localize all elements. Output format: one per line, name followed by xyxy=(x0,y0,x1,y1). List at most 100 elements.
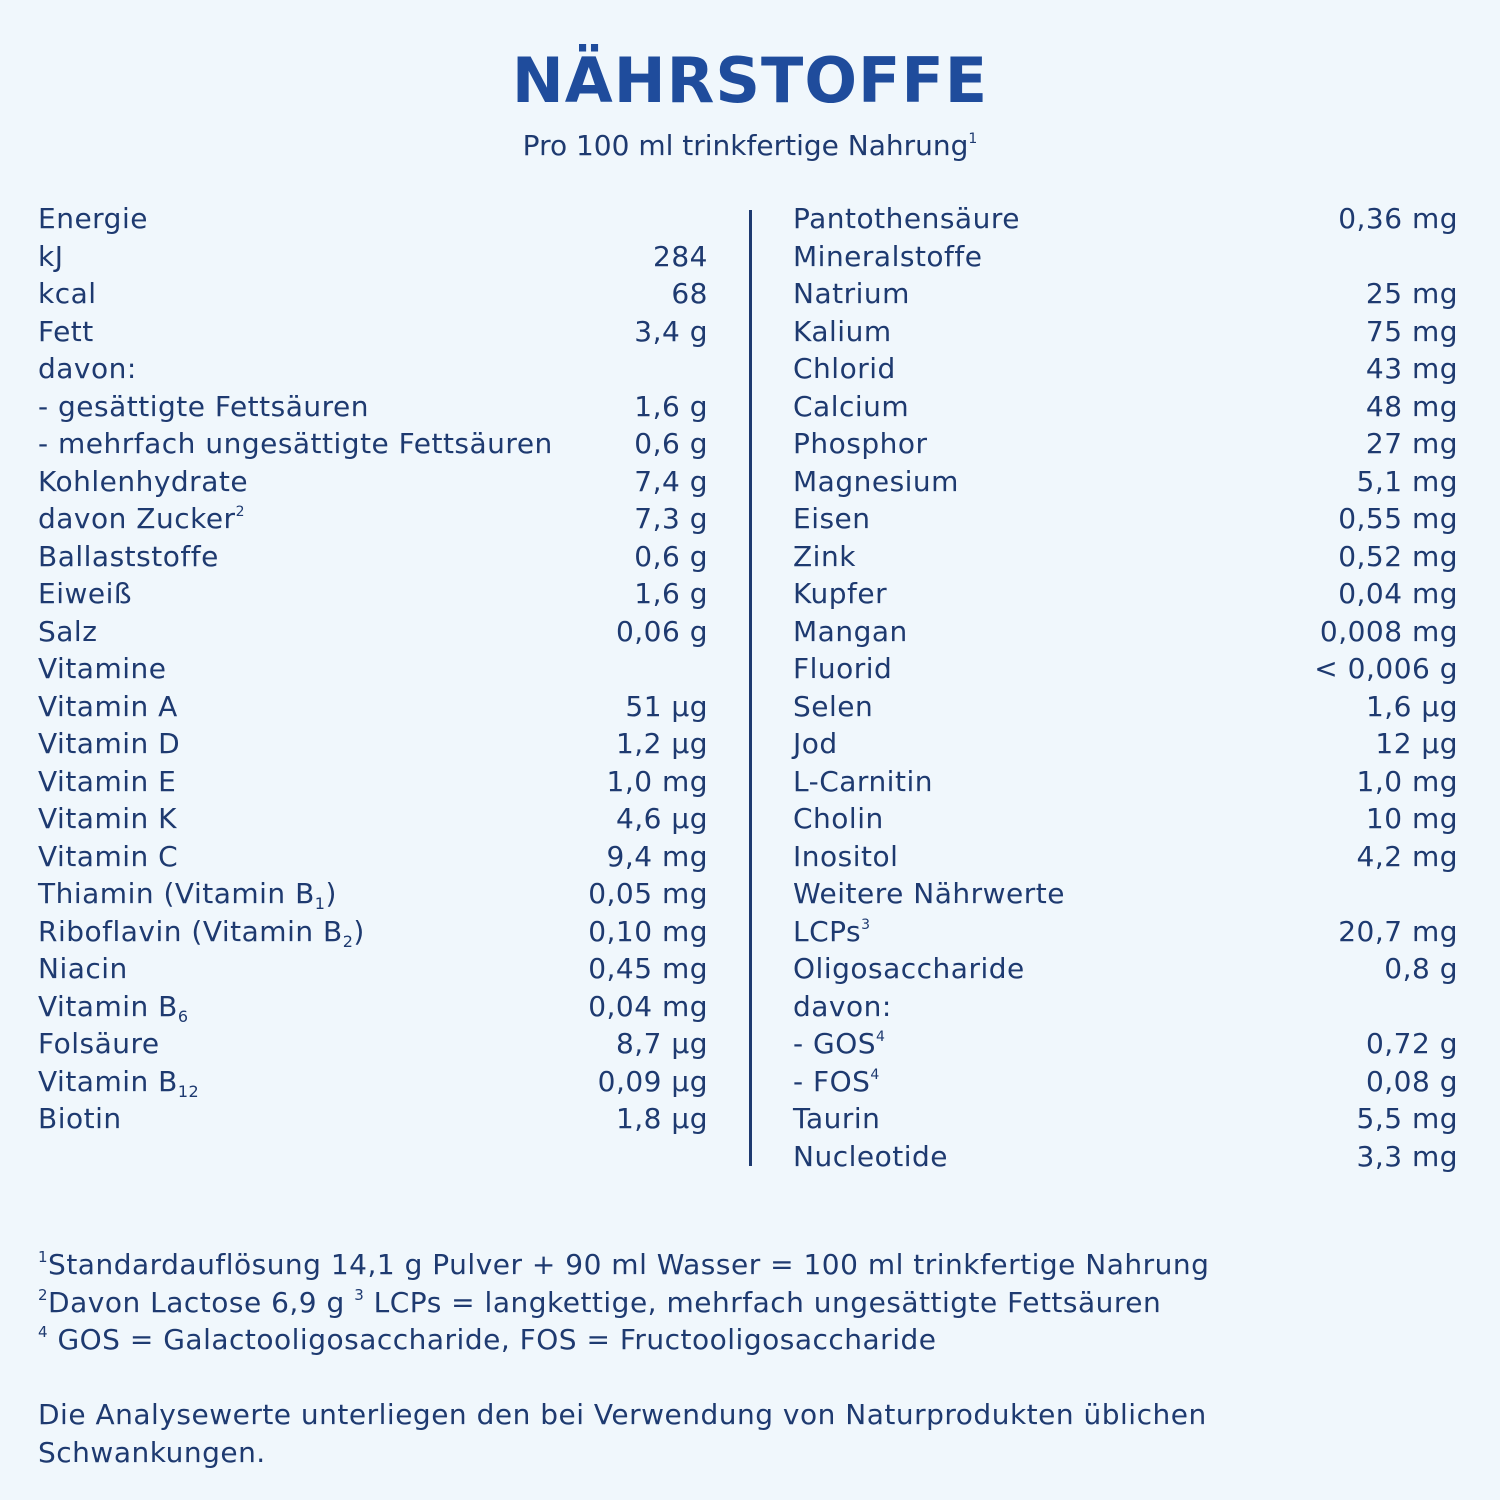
nutrient-name: - FOS xyxy=(793,1064,871,1098)
nutrient-label: Vitamin E xyxy=(38,765,176,798)
nutrient-name: Nucleotide xyxy=(793,1139,948,1173)
disclaimer-line-1: Die Analysewerte unterliegen den bei Ver… xyxy=(38,1398,1207,1431)
nutrient-value: 1,0 mg xyxy=(606,764,708,798)
nutrient-label: Mineralstoffe xyxy=(793,240,983,273)
subscript: 12 xyxy=(177,1081,200,1101)
nutrient-name: Folsäure xyxy=(38,1027,160,1061)
nutrient-row: Chlorid 43 mg xyxy=(793,350,1458,388)
nutrient-row: kJ 284 xyxy=(38,238,708,276)
nutrient-value: < 0,006 g xyxy=(1314,652,1458,686)
nutrient-value: 3,4 g xyxy=(634,314,708,348)
nutrient-row: Vitamin C 9,4 mg xyxy=(38,838,708,876)
nutrient-value: 1,6 µg xyxy=(1365,689,1458,723)
page-title: NÄHRSTOFFE xyxy=(511,44,989,117)
nutrient-name: Vitamin B xyxy=(38,989,178,1023)
nutrient-label: Eisen xyxy=(793,502,871,535)
nutrient-label: Inositol xyxy=(793,840,898,873)
nutrient-value: 0,6 g xyxy=(634,539,708,573)
nutrient-value: 8,7 µg xyxy=(615,1027,708,1061)
nutrient-label: Zink xyxy=(793,540,856,573)
nutrient-value: 12 µg xyxy=(1375,727,1458,761)
nutrient-name: Energie xyxy=(38,202,148,236)
subscript: 2 xyxy=(342,931,354,951)
footnote-text: LCPs = langkettige, mehrfach ungesättigt… xyxy=(364,1286,1162,1319)
nutrient-value: 1,6 g xyxy=(634,577,708,611)
nutrient-label: Kupfer xyxy=(793,577,887,610)
nutrient-row: Kohlenhydrate 7,4 g xyxy=(38,463,708,501)
footnote-2-3: 2Davon Lactose 6,9 g 3 LCPs = langkettig… xyxy=(38,1286,1161,1319)
nutrient-row: Eisen 0,55 mg xyxy=(793,500,1458,538)
nutrient-row: Selen 1,6 µg xyxy=(793,688,1458,726)
nutrient-label: Oligosaccharide xyxy=(793,952,1025,985)
disclaimer-line-2: Schwankungen. xyxy=(38,1436,266,1469)
nutrient-value: 0,8 g xyxy=(1384,952,1458,986)
nutrient-row: Mangan 0,008 mg xyxy=(793,613,1458,651)
nutrient-row: - FOS4 0,08 g xyxy=(793,1063,1458,1101)
nutrient-value: 9,4 mg xyxy=(606,839,708,873)
nutrient-value: 1,6 g xyxy=(634,389,708,423)
nutrient-value: 1,2 µg xyxy=(615,727,708,761)
nutrient-label: Jod xyxy=(793,727,838,760)
nutrient-label: Folsäure xyxy=(38,1027,160,1060)
nutrient-column-right: Pantothensäure 0,36 mg Mineralstoffe Natriu… xyxy=(793,200,1458,1175)
nutrient-name: Vitamin C xyxy=(38,839,179,873)
nutrient-value: 0,55 mg xyxy=(1338,502,1458,536)
nutrient-label: Vitamin A xyxy=(38,690,178,723)
footnote-text: Standardauflösung 14,1 g Pulver + 90 ml … xyxy=(48,1248,1210,1281)
nutrient-label: Calcium xyxy=(793,390,909,423)
nutrient-label: Pantothensäure xyxy=(793,202,1020,235)
nutrient-value: 7,3 g xyxy=(634,502,708,536)
nutrient-row: Thiamin (Vitamin B1) 0,05 mg xyxy=(38,875,708,913)
nutrient-label: Vitamin D xyxy=(38,727,180,760)
nutrient-row: davon: xyxy=(793,988,1458,1026)
nutrient-row: Oligosaccharide 0,8 g xyxy=(793,950,1458,988)
nutrient-row: Biotin 1,8 µg xyxy=(38,1100,708,1138)
nutrient-label: davon: xyxy=(793,990,892,1023)
nutrient-name: Chlorid xyxy=(793,352,896,386)
nutrient-row: Magnesium 5,1 mg xyxy=(793,463,1458,501)
nutrient-row: Zink 0,52 mg xyxy=(793,538,1458,576)
nutrient-row: Vitamine xyxy=(38,650,708,688)
column-divider xyxy=(749,210,752,1166)
nutrient-label: Vitamin C xyxy=(38,840,178,873)
nutrient-value: 1,0 mg xyxy=(1356,764,1458,798)
nutrient-name: Calcium xyxy=(793,389,910,423)
footnote-mark: 3 xyxy=(354,1286,365,1304)
nutrient-row: Fluorid < 0,006 g xyxy=(793,650,1458,688)
nutrient-name: Vitamin B xyxy=(38,1064,178,1098)
footnote-text: Davon Lactose 6,9 g xyxy=(48,1286,355,1319)
nutrient-row: L-Carnitin 1,0 mg xyxy=(793,763,1458,801)
nutrient-row: Salz 0,06 g xyxy=(38,613,708,651)
nutrient-label: Taurin xyxy=(793,1102,880,1135)
nutrient-label: Vitamin B12 xyxy=(38,1064,200,1101)
nutrient-name: davon: xyxy=(793,989,892,1023)
nutrient-value: 51 µg xyxy=(625,689,708,723)
nutrient-value: 0,05 mg xyxy=(588,877,708,911)
nutrient-label: Fluorid xyxy=(793,652,892,685)
nutrient-row: Fett 3,4 g xyxy=(38,313,708,351)
nutrient-row: Taurin 5,5 mg xyxy=(793,1100,1458,1138)
nutrient-label: L-Carnitin xyxy=(793,765,933,798)
footnote-1: 1Standardauflösung 14,1 g Pulver + 90 ml… xyxy=(38,1248,1209,1281)
nutrient-column-left: Energie kJ 284 kcal 68 Fett 3,4 g davon: - gesät… xyxy=(38,200,708,1138)
nutrient-row: Eiweiß 1,6 g xyxy=(38,575,708,613)
subtitle-text: Pro 100 ml trinkfertige Nahrung xyxy=(522,129,969,162)
nutrient-row: - gesättigte Fettsäuren 1,6 g xyxy=(38,388,708,426)
nutrient-value: 20,7 mg xyxy=(1338,914,1458,948)
nutrient-name: Ballaststoffe xyxy=(38,539,219,573)
nutrient-value: 10 mg xyxy=(1365,802,1458,836)
nutrient-name: kcal xyxy=(38,277,97,311)
nutrient-value: 5,5 mg xyxy=(1356,1102,1458,1136)
nutrient-name: Inositol xyxy=(793,839,899,873)
nutrient-value: 0,04 mg xyxy=(1338,577,1458,611)
nutrient-value: 27 mg xyxy=(1365,427,1458,461)
nutrient-row: Calcium 48 mg xyxy=(793,388,1458,426)
nutrient-value: 0,09 µg xyxy=(597,1064,708,1098)
footnote-4: 4 GOS = Galactooligosaccharide, FOS = Fr… xyxy=(38,1323,936,1356)
nutrient-label: Vitamin K xyxy=(38,802,177,835)
nutrient-value: 43 mg xyxy=(1365,352,1458,386)
nutrient-row: davon: xyxy=(38,350,708,388)
nutrient-row: Riboflavin (Vitamin B2) 0,10 mg xyxy=(38,913,708,951)
nutrient-name: Natrium xyxy=(793,277,910,311)
nutrient-row: Vitamin B6 0,04 mg xyxy=(38,988,708,1026)
